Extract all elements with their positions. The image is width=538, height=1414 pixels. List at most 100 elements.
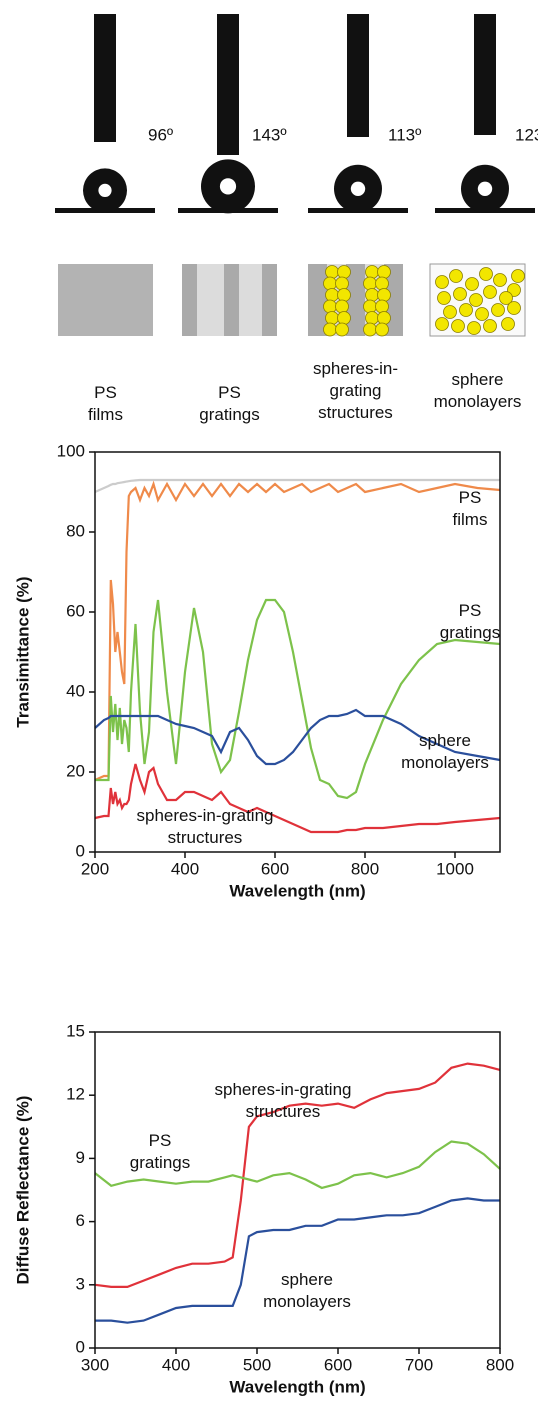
sphere <box>479 267 493 281</box>
film <box>58 264 153 336</box>
sphere <box>499 291 513 305</box>
sphere <box>365 288 379 302</box>
sphere <box>483 319 497 333</box>
series-label: PS gratings <box>130 1131 190 1172</box>
sphere <box>491 303 505 317</box>
x-tick-label: 600 <box>261 859 289 878</box>
grating-bar <box>262 264 277 336</box>
sphere <box>483 285 497 299</box>
y-tick-label: 9 <box>76 1148 85 1167</box>
sphere <box>363 276 377 291</box>
plot-frame <box>94 451 501 853</box>
series-line <box>94 708 501 766</box>
x-tick-label: 300 <box>81 1355 109 1374</box>
y-tick-label: 20 <box>66 761 85 780</box>
sphere <box>335 276 349 291</box>
sphere <box>443 305 457 319</box>
needle <box>94 14 116 142</box>
contact-angle: 96º <box>148 125 173 144</box>
y-tick-label: 100 <box>57 441 85 460</box>
y-tick-label: 12 <box>66 1085 85 1104</box>
series-label: sphere monolayers <box>401 731 489 772</box>
sphere <box>337 265 351 279</box>
needle <box>474 14 496 135</box>
sphere <box>363 299 377 314</box>
sphere <box>377 265 391 279</box>
sphere <box>335 299 349 314</box>
x-axis-title: Wavelength (nm) <box>229 1377 365 1396</box>
sphere <box>511 269 525 283</box>
needle <box>217 14 239 155</box>
schematic-label: PS gratings <box>199 383 259 424</box>
sphere <box>375 276 389 291</box>
x-tick-label: 600 <box>324 1355 352 1374</box>
sphere <box>475 307 489 321</box>
series-line <box>94 1062 501 1288</box>
x-tick-label: 800 <box>351 859 379 878</box>
x-tick-label: 700 <box>405 1355 433 1374</box>
grating-bar <box>308 264 327 336</box>
grating-bar <box>182 264 197 336</box>
sphere <box>469 293 483 307</box>
x-tick-label: 400 <box>171 859 199 878</box>
sphere <box>437 291 451 305</box>
sphere <box>435 317 449 331</box>
sphere <box>375 299 389 314</box>
droplet-highlight <box>477 181 493 196</box>
schematic-label: sphere monolayers <box>434 370 522 411</box>
series-label: PS gratings <box>440 601 500 642</box>
sphere <box>325 288 339 302</box>
y-axis-title: Diffuse Reflectance (%) <box>13 1096 32 1285</box>
sphere <box>449 269 463 283</box>
sphere <box>323 276 337 291</box>
plot-frame <box>94 1031 501 1349</box>
droplet-highlight <box>219 178 237 195</box>
sphere <box>363 322 377 337</box>
x-tick-label: 500 <box>243 1355 271 1374</box>
sphere <box>493 273 507 287</box>
schematic-label: spheres-in-grating structures <box>313 359 398 422</box>
sphere <box>467 321 481 335</box>
x-tick-label: 400 <box>162 1355 190 1374</box>
contact-angle: 123º <box>515 125 538 144</box>
contact-angle: 143º <box>252 125 287 144</box>
sphere <box>323 322 337 337</box>
sphere <box>335 322 349 337</box>
schematic-label: PS films <box>88 383 123 424</box>
sphere <box>451 319 465 333</box>
y-tick-label: 60 <box>66 601 85 620</box>
sphere <box>465 277 479 291</box>
contact-angle: 113º <box>388 125 421 144</box>
sphere <box>365 311 379 325</box>
sphere <box>501 317 515 331</box>
sphere <box>377 288 391 302</box>
y-axis-title: Transimittance (%) <box>13 576 32 727</box>
series-label: sphere monolayers <box>263 1270 351 1311</box>
series-line <box>94 763 501 834</box>
series-line <box>94 478 500 494</box>
series-label: PS films <box>453 488 488 529</box>
needle <box>347 14 369 137</box>
sphere <box>435 275 449 289</box>
sphere <box>375 322 389 337</box>
droplet-highlight <box>98 183 112 197</box>
sphere <box>453 287 467 301</box>
sphere <box>507 301 521 315</box>
sphere <box>325 311 339 325</box>
y-tick-label: 3 <box>76 1274 85 1293</box>
y-tick-label: 80 <box>66 521 85 540</box>
x-axis-title: Wavelength (nm) <box>229 881 365 900</box>
sphere <box>337 311 351 325</box>
x-tick-label: 1000 <box>436 859 474 878</box>
y-tick-label: 0 <box>76 841 85 860</box>
series-line <box>94 480 501 782</box>
sphere <box>337 288 351 302</box>
sphere <box>323 299 337 314</box>
y-tick-label: 6 <box>76 1211 85 1230</box>
sphere <box>325 265 339 279</box>
y-tick-label: 40 <box>66 681 85 700</box>
series-line <box>95 1197 500 1324</box>
grating-bar <box>224 264 239 336</box>
x-tick-label: 800 <box>486 1355 514 1374</box>
